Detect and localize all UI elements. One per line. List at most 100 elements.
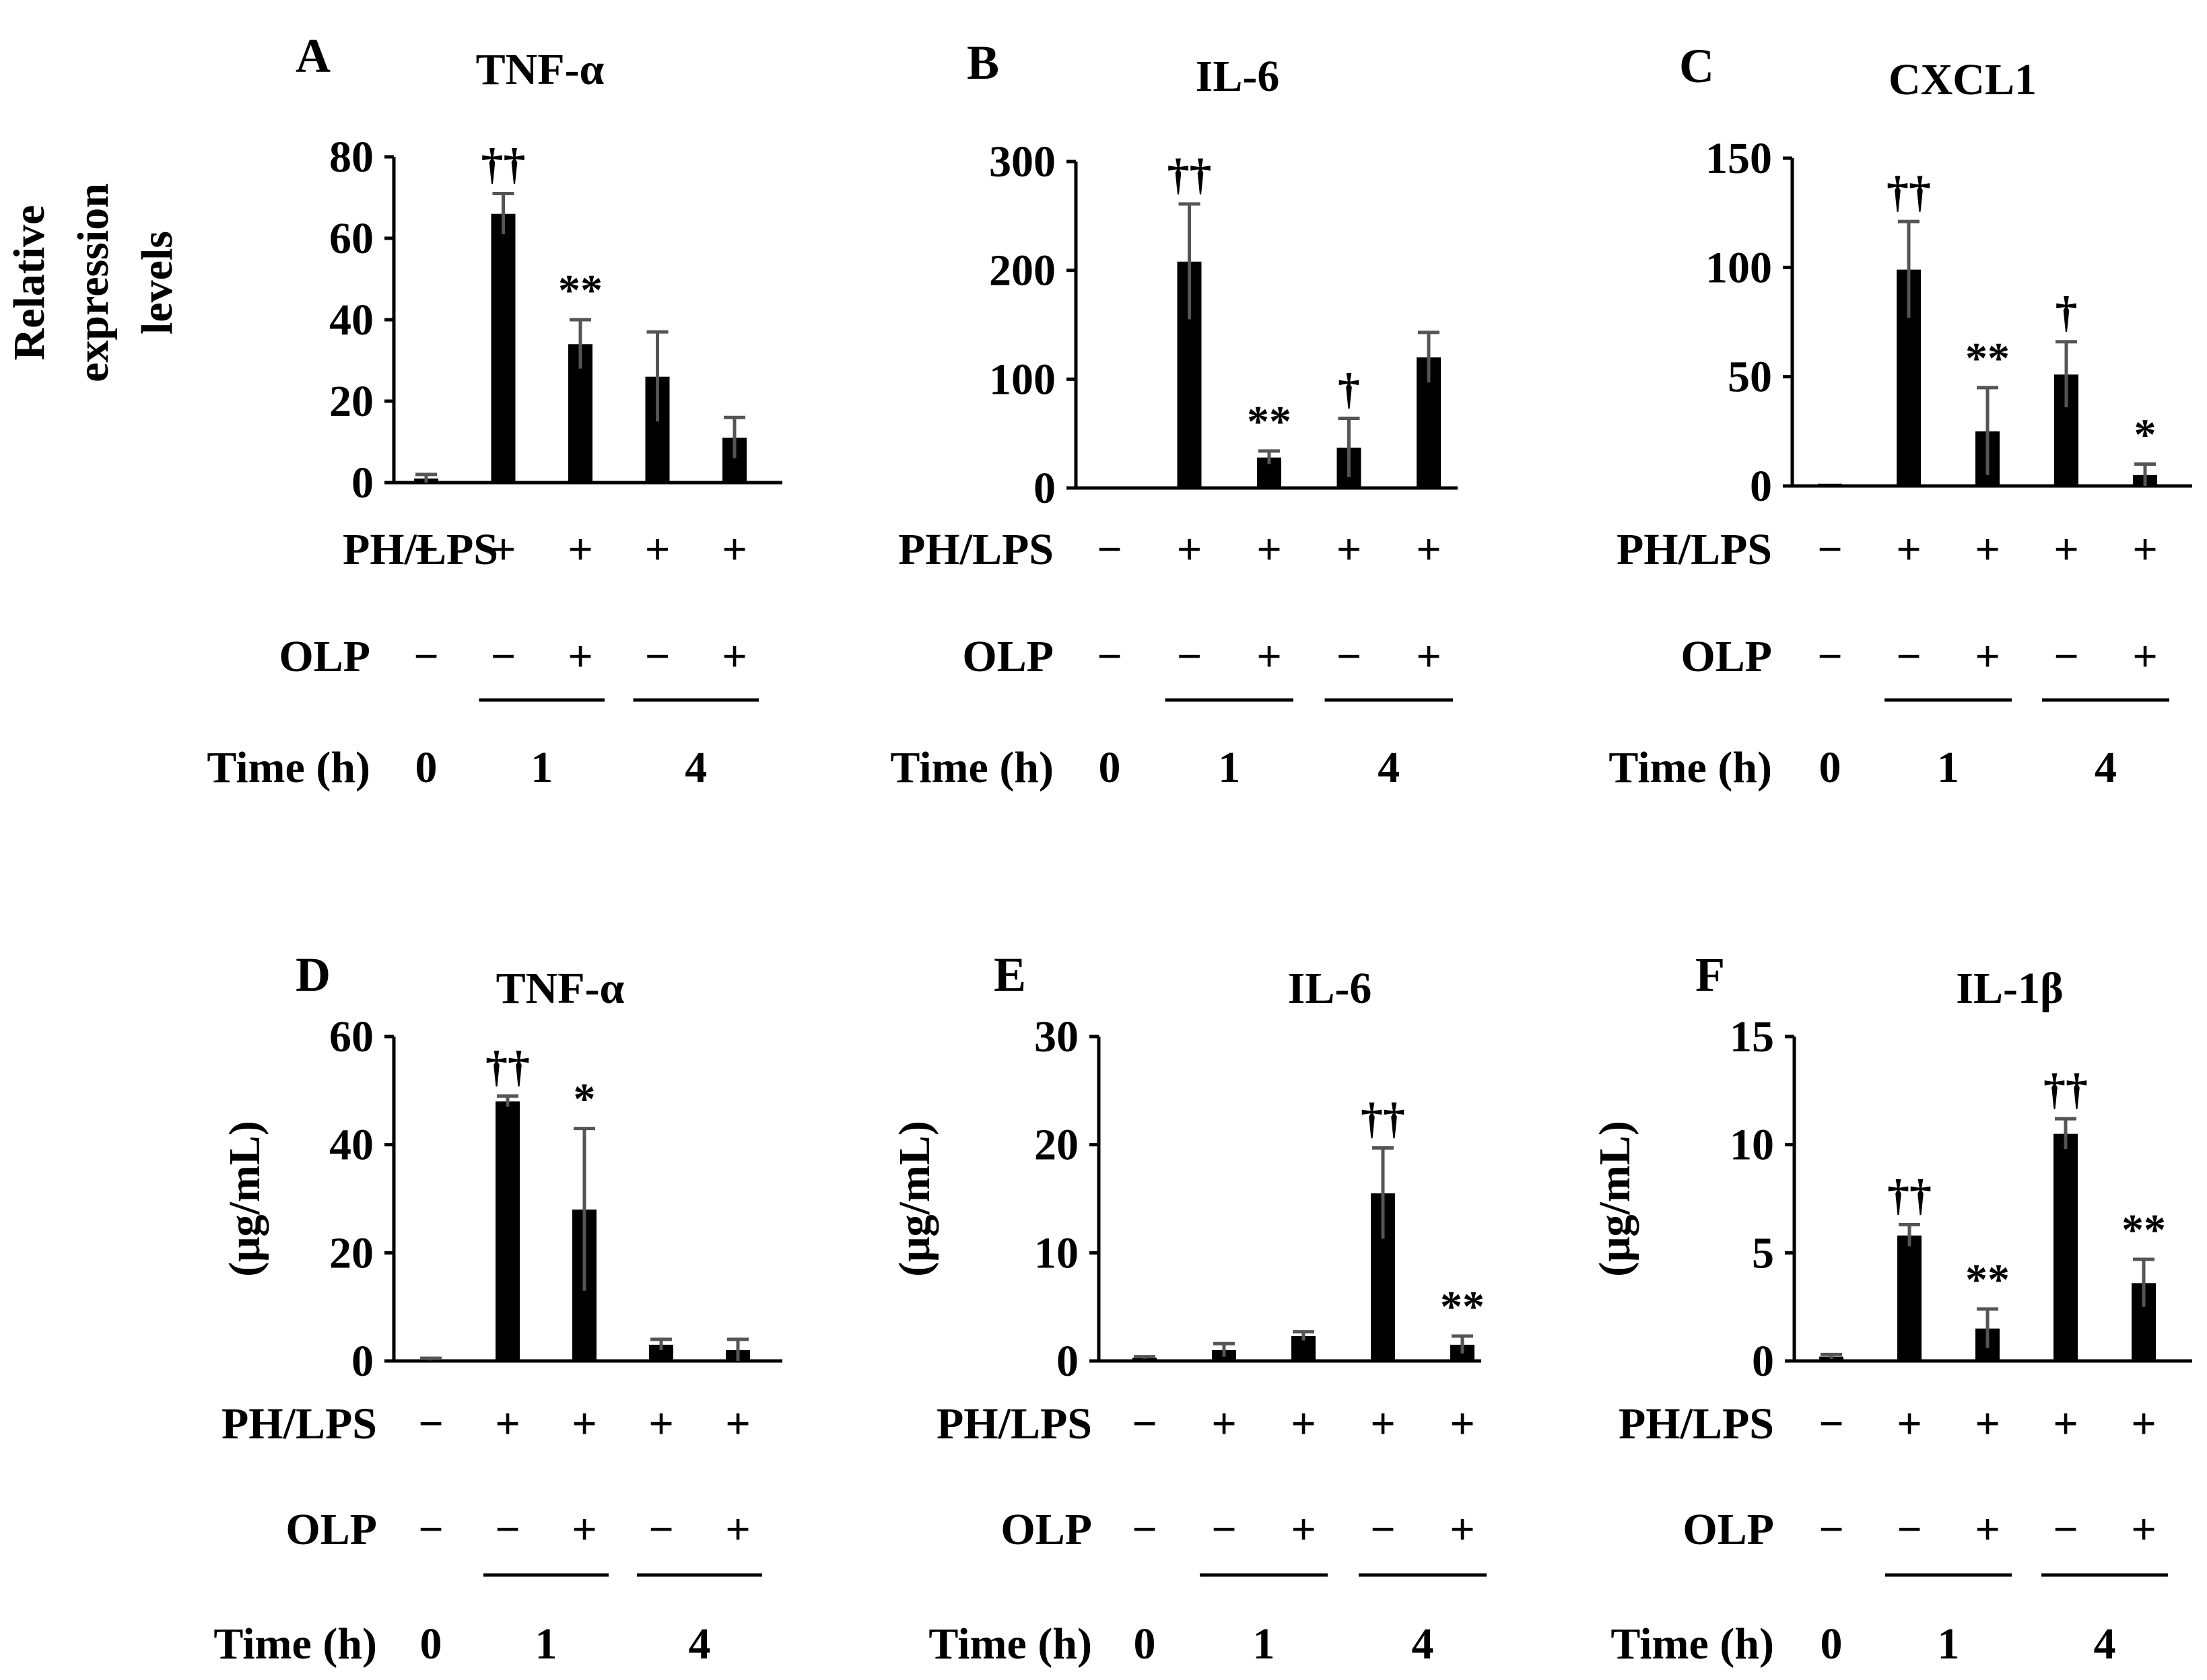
bar <box>491 213 516 483</box>
row-label-time: Time (h) <box>890 743 1054 792</box>
treatment-sign: + <box>568 525 593 574</box>
significance-marker: †† <box>1167 150 1212 199</box>
treatment-sign: + <box>648 1399 674 1448</box>
panel-label: B <box>967 36 999 90</box>
y-axis-label: (μg/mL) <box>220 1121 269 1277</box>
time-label: 4 <box>2094 1619 2116 1669</box>
treatment-sign: + <box>1975 525 2000 574</box>
time-label: 0 <box>1099 743 1121 792</box>
inhibitor-sign: − <box>2053 632 2079 681</box>
time-label: 0 <box>1134 1619 1156 1669</box>
inhibitor-sign: + <box>1256 632 1282 681</box>
time-label: 4 <box>1412 1619 1434 1669</box>
row-label-treatment: PH/LPS <box>937 1399 1092 1448</box>
inhibitor-sign: − <box>418 1505 444 1554</box>
treatment-sign: + <box>1416 525 1441 574</box>
inhibitor-sign: − <box>1897 1505 1922 1554</box>
row-label-time: Time (h) <box>1608 743 1772 792</box>
inhibitor-sign: + <box>1975 1505 2000 1554</box>
bar <box>1897 1235 1922 1361</box>
y-tick-label: 20 <box>329 1228 374 1278</box>
panel-label: C <box>1679 39 1714 93</box>
inhibitor-sign: − <box>491 632 516 681</box>
row-label-inhibitor: OLP <box>1000 1505 1092 1554</box>
inhibitor-sign: + <box>568 632 593 681</box>
y-tick-label: 5 <box>1752 1228 1774 1278</box>
y-axis-label: levels <box>133 231 182 335</box>
treatment-sign: + <box>1291 1399 1316 1448</box>
y-axis-label: (μg/mL) <box>890 1121 939 1277</box>
panel-c: C CXCL1 0 50 100 150 †† ** † * PH/LPS OLP Time (h) − +… <box>1608 39 2192 792</box>
y-tick-label: 20 <box>1034 1121 1079 1170</box>
y-tick-label: 0 <box>1750 462 1772 511</box>
y-tick-label: 30 <box>1034 1012 1079 1061</box>
treatment-sign: + <box>722 525 747 574</box>
significance-marker: ** <box>1440 1282 1485 1331</box>
treatment-sign: + <box>1896 525 1922 574</box>
inhibitor-sign: + <box>572 1505 597 1554</box>
significance-marker: ** <box>1247 397 1291 446</box>
significance-marker: †† <box>1361 1094 1405 1143</box>
treatment-sign: + <box>1370 1399 1396 1448</box>
time-label: 1 <box>535 1619 557 1669</box>
y-tick-label: 40 <box>329 1121 374 1170</box>
y-axis-label: expression <box>69 183 118 382</box>
treatment-sign: + <box>491 525 516 574</box>
treatment-sign: + <box>572 1399 597 1448</box>
y-tick-label: 50 <box>1728 353 1772 402</box>
bar <box>1097 487 1122 489</box>
y-tick-label: 20 <box>329 377 374 426</box>
y-axis-label: (μg/mL) <box>1590 1121 1639 1277</box>
y-tick-label: 60 <box>329 214 374 263</box>
time-label: 1 <box>1218 743 1240 792</box>
y-tick-label: 80 <box>329 133 374 182</box>
treatment-sign: + <box>1897 1399 1922 1448</box>
inhibitor-sign: − <box>645 632 671 681</box>
inhibitor-sign: + <box>725 1505 751 1554</box>
time-label: 1 <box>1253 1619 1275 1669</box>
inhibitor-sign: − <box>1819 1505 1844 1554</box>
row-label-time: Time (h) <box>213 1619 377 1669</box>
panel-label: A <box>296 29 331 83</box>
significance-marker: † <box>1338 365 1360 414</box>
row-label-inhibitor: OLP <box>279 632 370 681</box>
y-tick-label: 10 <box>1034 1228 1079 1278</box>
y-tick-label: 300 <box>989 137 1056 186</box>
inhibitor-sign: − <box>495 1505 520 1554</box>
treatment-sign: + <box>725 1399 751 1448</box>
inhibitor-sign: − <box>1370 1505 1396 1554</box>
y-tick-label: 150 <box>1705 134 1772 183</box>
inhibitor-sign: − <box>1336 632 1362 681</box>
inhibitor-sign: + <box>1416 632 1441 681</box>
chart-title: TNF-α <box>496 964 625 1013</box>
inhibitor-sign: − <box>1097 632 1122 681</box>
panel-b: B IL-6 0 100 200 300 †† ** † PH/LPS OLP Time (h) − + +… <box>890 36 1458 792</box>
treatment-sign: + <box>1450 1399 1475 1448</box>
row-label-time: Time (h) <box>928 1619 1092 1669</box>
y-tick-label: 100 <box>1705 243 1772 292</box>
bar <box>1818 483 1842 486</box>
treatment-sign: + <box>1336 525 1362 574</box>
significance-marker: * <box>2134 411 2157 460</box>
significance-marker: ** <box>1965 334 2010 383</box>
inhibitor-sign: + <box>2132 632 2158 681</box>
treatment-sign: + <box>2053 525 2079 574</box>
time-label: 0 <box>415 743 438 792</box>
chart-title: CXCL1 <box>1889 55 2037 104</box>
significance-marker: †† <box>1887 168 1931 217</box>
inhibitor-sign: − <box>2053 1505 2078 1554</box>
treatment-sign: + <box>1975 1399 2000 1448</box>
row-label-inhibitor: OLP <box>1680 632 1772 681</box>
y-tick-label: 10 <box>1730 1121 1774 1170</box>
time-label: 0 <box>1819 743 1841 792</box>
y-tick-label: 100 <box>989 355 1056 404</box>
row-label-time: Time (h) <box>1610 1619 1774 1669</box>
significance-marker: ** <box>2121 1205 2166 1255</box>
significance-marker: * <box>574 1075 596 1124</box>
row-label-treatment: PH/LPS <box>222 1399 377 1448</box>
row-label-treatment: PH/LPS <box>898 525 1054 574</box>
